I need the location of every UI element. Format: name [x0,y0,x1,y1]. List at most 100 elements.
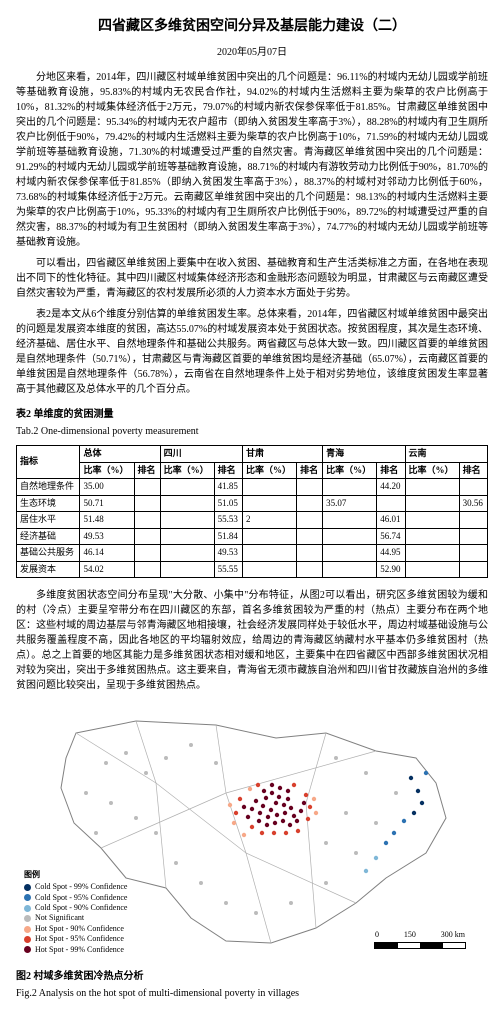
table-row: 自然地理条件35.0041.8544.20 [17,479,488,496]
figure2-caption-en: Fig.2 Analysis on the hot spot of multi-… [16,986,488,1001]
row-cell [242,479,296,496]
table-header-row1: 指标 总体 四川 甘肃 青海 云南 [17,446,488,463]
row-cell [134,561,160,578]
row-cell: 41.85 [214,479,242,496]
row-cell [242,561,296,578]
row-cell [459,512,487,529]
table2-caption-cn: 表2 单维度的贫困测量 [16,407,488,422]
row-cell: 55.53 [214,512,242,529]
row-cell [160,479,214,496]
legend-dot-cold99 [24,884,31,891]
row-cell: 51.48 [80,512,134,529]
legend-title: 图例 [24,870,127,880]
row-cell [323,561,377,578]
row-indicator: 基础公共服务 [17,545,80,562]
legend-dot-hot95 [24,936,31,943]
row-cell [160,528,214,545]
row-cell [405,545,459,562]
row-cell [242,495,296,512]
row-cell [323,528,377,545]
table2-caption-en: Tab.2 One-dimensional poverty measuremen… [16,424,488,439]
row-cell: 55.55 [214,561,242,578]
row-cell [323,512,377,529]
row-cell [297,528,323,545]
row-indicator: 自然地理条件 [17,479,80,496]
legend-dot-ns [24,915,31,922]
row-cell: 52.90 [377,561,405,578]
legend-label: Hot Spot - 95% Confidence [35,934,124,944]
col-indicator: 指标 [17,446,80,479]
row-cell [134,479,160,496]
row-cell [405,561,459,578]
col-gansu: 甘肃 [242,446,322,463]
row-cell: 46.01 [377,512,405,529]
col-sichuan: 四川 [160,446,242,463]
table-row: 发展资本54.0255.5552.90 [17,561,488,578]
row-cell [134,495,160,512]
row-cell [297,479,323,496]
col-total: 总体 [80,446,160,463]
row-cell: 44.95 [377,545,405,562]
table-row: 居住水平51.48 55.532 46.01 [17,512,488,529]
row-indicator: 经济基础 [17,528,80,545]
row-cell [405,528,459,545]
row-cell [459,561,487,578]
col-qinghai: 青海 [323,446,405,463]
row-cell [160,512,214,529]
row-cell [242,528,296,545]
row-cell [459,528,487,545]
table-row: 经济基础49.5351.8456.74 [17,528,488,545]
row-cell: 49.53 [214,545,242,562]
paragraph-4: 多维度贫困状态空间分布呈现"大分散、小集中"分布特征，从图2可以看出，研究区多维… [16,588,488,693]
page-title: 四省藏区多维贫困空间分异及基层能力建设（二） [16,16,488,37]
figure2-scalebar: 0 150 300 km [374,929,466,949]
table2: 指标 总体 四川 甘肃 青海 云南 比率（%） 排名 比率（%） 排名 比率（%… [16,445,488,578]
legend-label: Cold Spot - 90% Confidence [35,903,127,913]
row-cell: 50.71 [80,495,134,512]
figure2-map: 图例 Cold Spot - 99% Confidence Cold Spot … [16,703,476,963]
row-cell [459,545,487,562]
row-cell [297,495,323,512]
row-indicator: 生态环境 [17,495,80,512]
legend-dot-cold90 [24,905,31,912]
paragraph-1: 分地区来看，2014年，四川藏区村域单维贫困中突出的几个问题是：96.11%的村… [16,70,488,250]
row-cell [405,479,459,496]
scalebar-label: 150 [404,929,416,941]
table-row: 生态环境50.71 51.05 35.07 30.56 [17,495,488,512]
table-row: 基础公共服务46.14 49.53 44.95 [17,545,488,562]
legend-label: Cold Spot - 99% Confidence [35,882,127,892]
legend-label: Hot Spot - 99% Confidence [35,945,124,955]
row-cell: 35.07 [323,495,377,512]
figure2-caption-cn: 图2 村域多维贫困冷热点分析 [16,969,488,984]
row-cell [323,479,377,496]
row-cell: 46.14 [80,545,134,562]
row-cell: 49.53 [80,528,134,545]
row-cell: 35.00 [80,479,134,496]
paragraph-2: 可以看出，四省藏区单维贫困上要集中在收入贫困、基础教育和生产生活类标准之方面，在… [16,256,488,301]
row-cell: 2 [242,512,296,529]
row-cell [297,545,323,562]
col-yunnan: 云南 [405,446,487,463]
row-cell [459,479,487,496]
scalebar-label: 300 km [441,929,465,941]
row-cell [297,512,323,529]
row-cell: 30.56 [459,495,487,512]
legend-label: Not Significant [35,913,84,923]
legend-dot-cold95 [24,894,31,901]
legend-label: Hot Spot - 90% Confidence [35,924,124,934]
row-cell [377,495,405,512]
row-indicator: 居住水平 [17,512,80,529]
row-cell: 51.05 [214,495,242,512]
table-header-row2: 比率（%） 排名 比率（%） 排名 比率（%） 排名 比率（%） 排名 比率（%… [17,462,488,479]
row-cell: 51.84 [214,528,242,545]
row-cell [297,561,323,578]
figure2-container: 图例 Cold Spot - 99% Confidence Cold Spot … [16,703,488,1001]
row-cell [134,528,160,545]
legend-dot-hot99 [24,946,31,953]
legend-dot-hot90 [24,926,31,933]
legend-label: Cold Spot - 95% Confidence [35,893,127,903]
row-cell [160,561,214,578]
paragraph-3: 表2是本文从6个维度分别估算的单维贫困发生率。总体来看，2014年，四省藏区村域… [16,307,488,397]
row-cell [134,512,160,529]
row-cell: 54.02 [80,561,134,578]
